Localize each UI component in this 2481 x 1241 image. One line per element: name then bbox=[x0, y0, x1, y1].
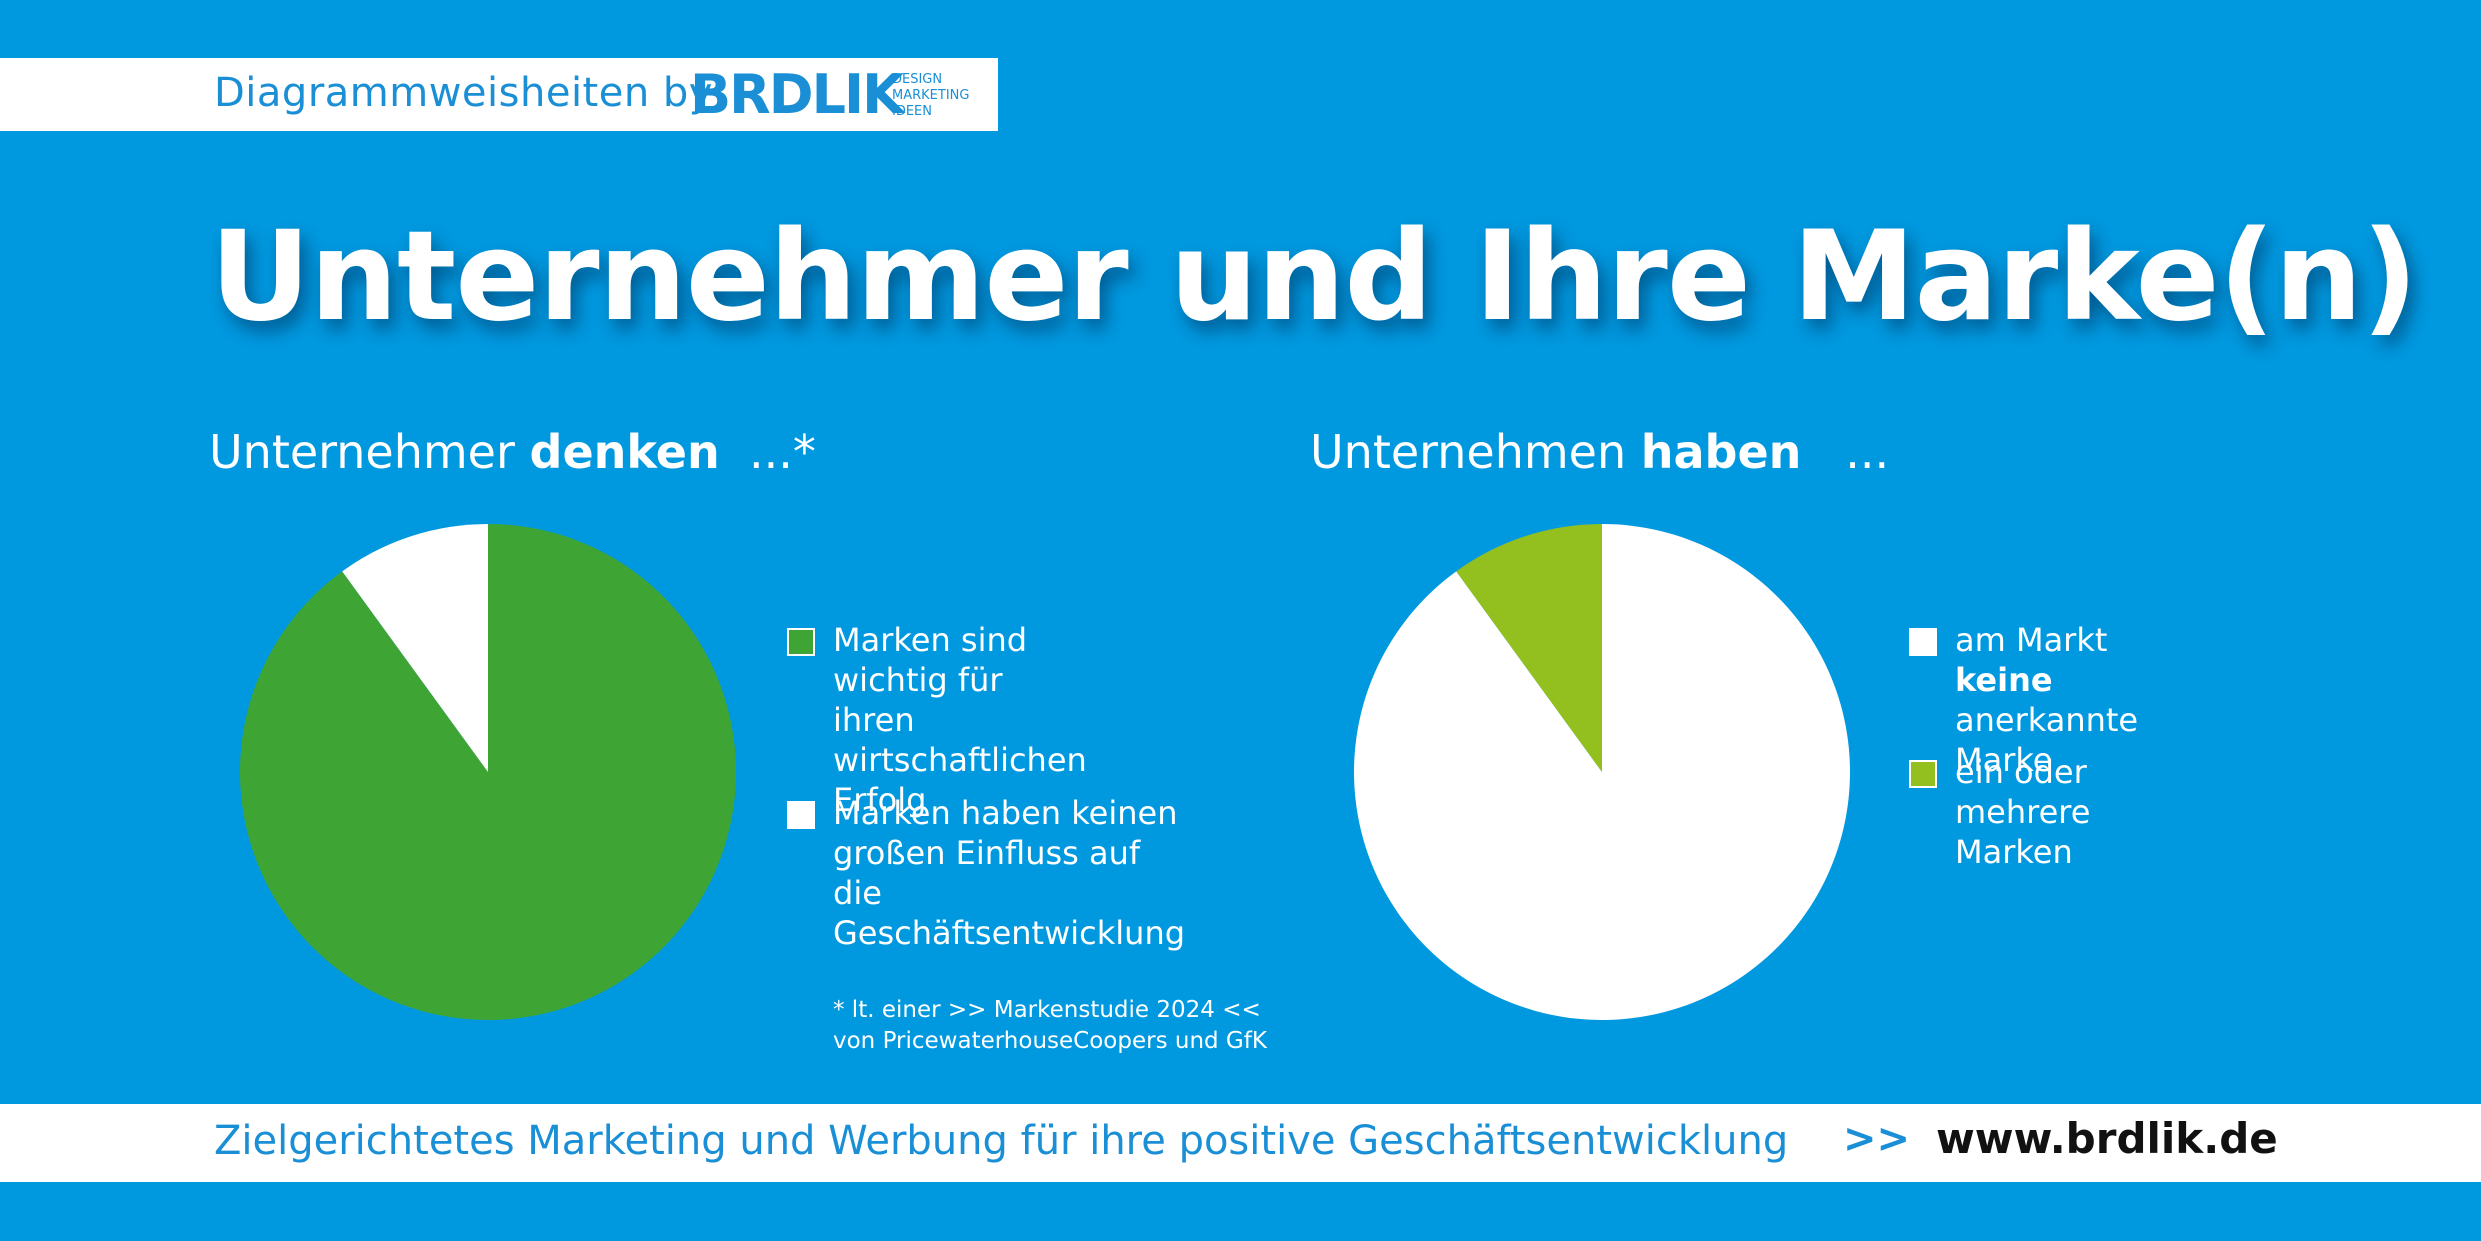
pie-slice bbox=[239, 524, 737, 1020]
chart2-heading-prefix: Unternehmen bbox=[1310, 425, 1641, 479]
logo-subtitle: DESIGN MARKETING IDEEN bbox=[892, 72, 982, 120]
legend-swatch-lime bbox=[1909, 760, 1937, 788]
legend-label-suffix: anerkannte Marke bbox=[1955, 701, 2139, 779]
legend-swatch-green bbox=[787, 628, 815, 656]
header-label: Diagrammweisheiten by bbox=[214, 70, 713, 116]
chart2-heading: Unternehmen haben ... bbox=[1310, 425, 1889, 479]
logo-sub-line: DESIGN bbox=[892, 72, 943, 87]
footer-arrows: >> bbox=[1843, 1116, 1911, 1162]
legend-label: ein oder mehrere Marken bbox=[1955, 752, 2090, 872]
pie-chart-denken bbox=[239, 524, 737, 1020]
logo-wordmark: BRDLIK bbox=[690, 63, 904, 126]
legend-swatch-white bbox=[787, 801, 815, 829]
footer-tagline: Zielgerichtetes Marketing und Werbung fü… bbox=[214, 1118, 1789, 1164]
chart1-heading-suffix: ...* bbox=[719, 425, 816, 479]
legend-label-prefix: ein oder mehrere Marken bbox=[1955, 753, 2091, 871]
legend-label: Marken sind wichtig für ihren wirtschaft… bbox=[833, 621, 1087, 819]
logo-sub-line: MARKETING bbox=[892, 88, 970, 103]
chart1-heading-bold: denken bbox=[529, 425, 720, 479]
chart2-heading-suffix: ... bbox=[1801, 425, 1890, 479]
chart1-heading: Unternehmer denken ...* bbox=[209, 425, 816, 479]
header-banner: Diagrammweisheiten by BRDLIK DESIGN MARK… bbox=[0, 58, 998, 131]
website-link[interactable]: www.brdlik.de bbox=[1936, 1114, 2278, 1163]
chart1-heading-prefix: Unternehmer bbox=[209, 425, 530, 479]
legend-label: Marken haben keinen großen Einfluss auf … bbox=[833, 794, 1186, 952]
legend-label: am Markt keine anerkannte Marke bbox=[1955, 620, 2138, 780]
pie-chart-haben bbox=[1354, 524, 1850, 1020]
footnote: * lt. einer >> Markenstudie 2024 << von … bbox=[833, 997, 1267, 1054]
legend-swatch-white bbox=[1909, 628, 1937, 656]
pie-slice bbox=[342, 524, 488, 772]
page-title: Unternehmer und Ihre Marke(n) bbox=[210, 205, 2418, 349]
legend-label-bold: keine bbox=[1955, 661, 2053, 699]
chart2-heading-bold: haben bbox=[1640, 425, 1802, 479]
footer-banner: Zielgerichtetes Marketing und Werbung fü… bbox=[0, 1104, 2481, 1182]
logo-sub-line: IDEEN bbox=[892, 104, 932, 119]
pie-slice bbox=[1456, 524, 1602, 772]
legend-label-prefix: am Markt bbox=[1955, 621, 2108, 659]
